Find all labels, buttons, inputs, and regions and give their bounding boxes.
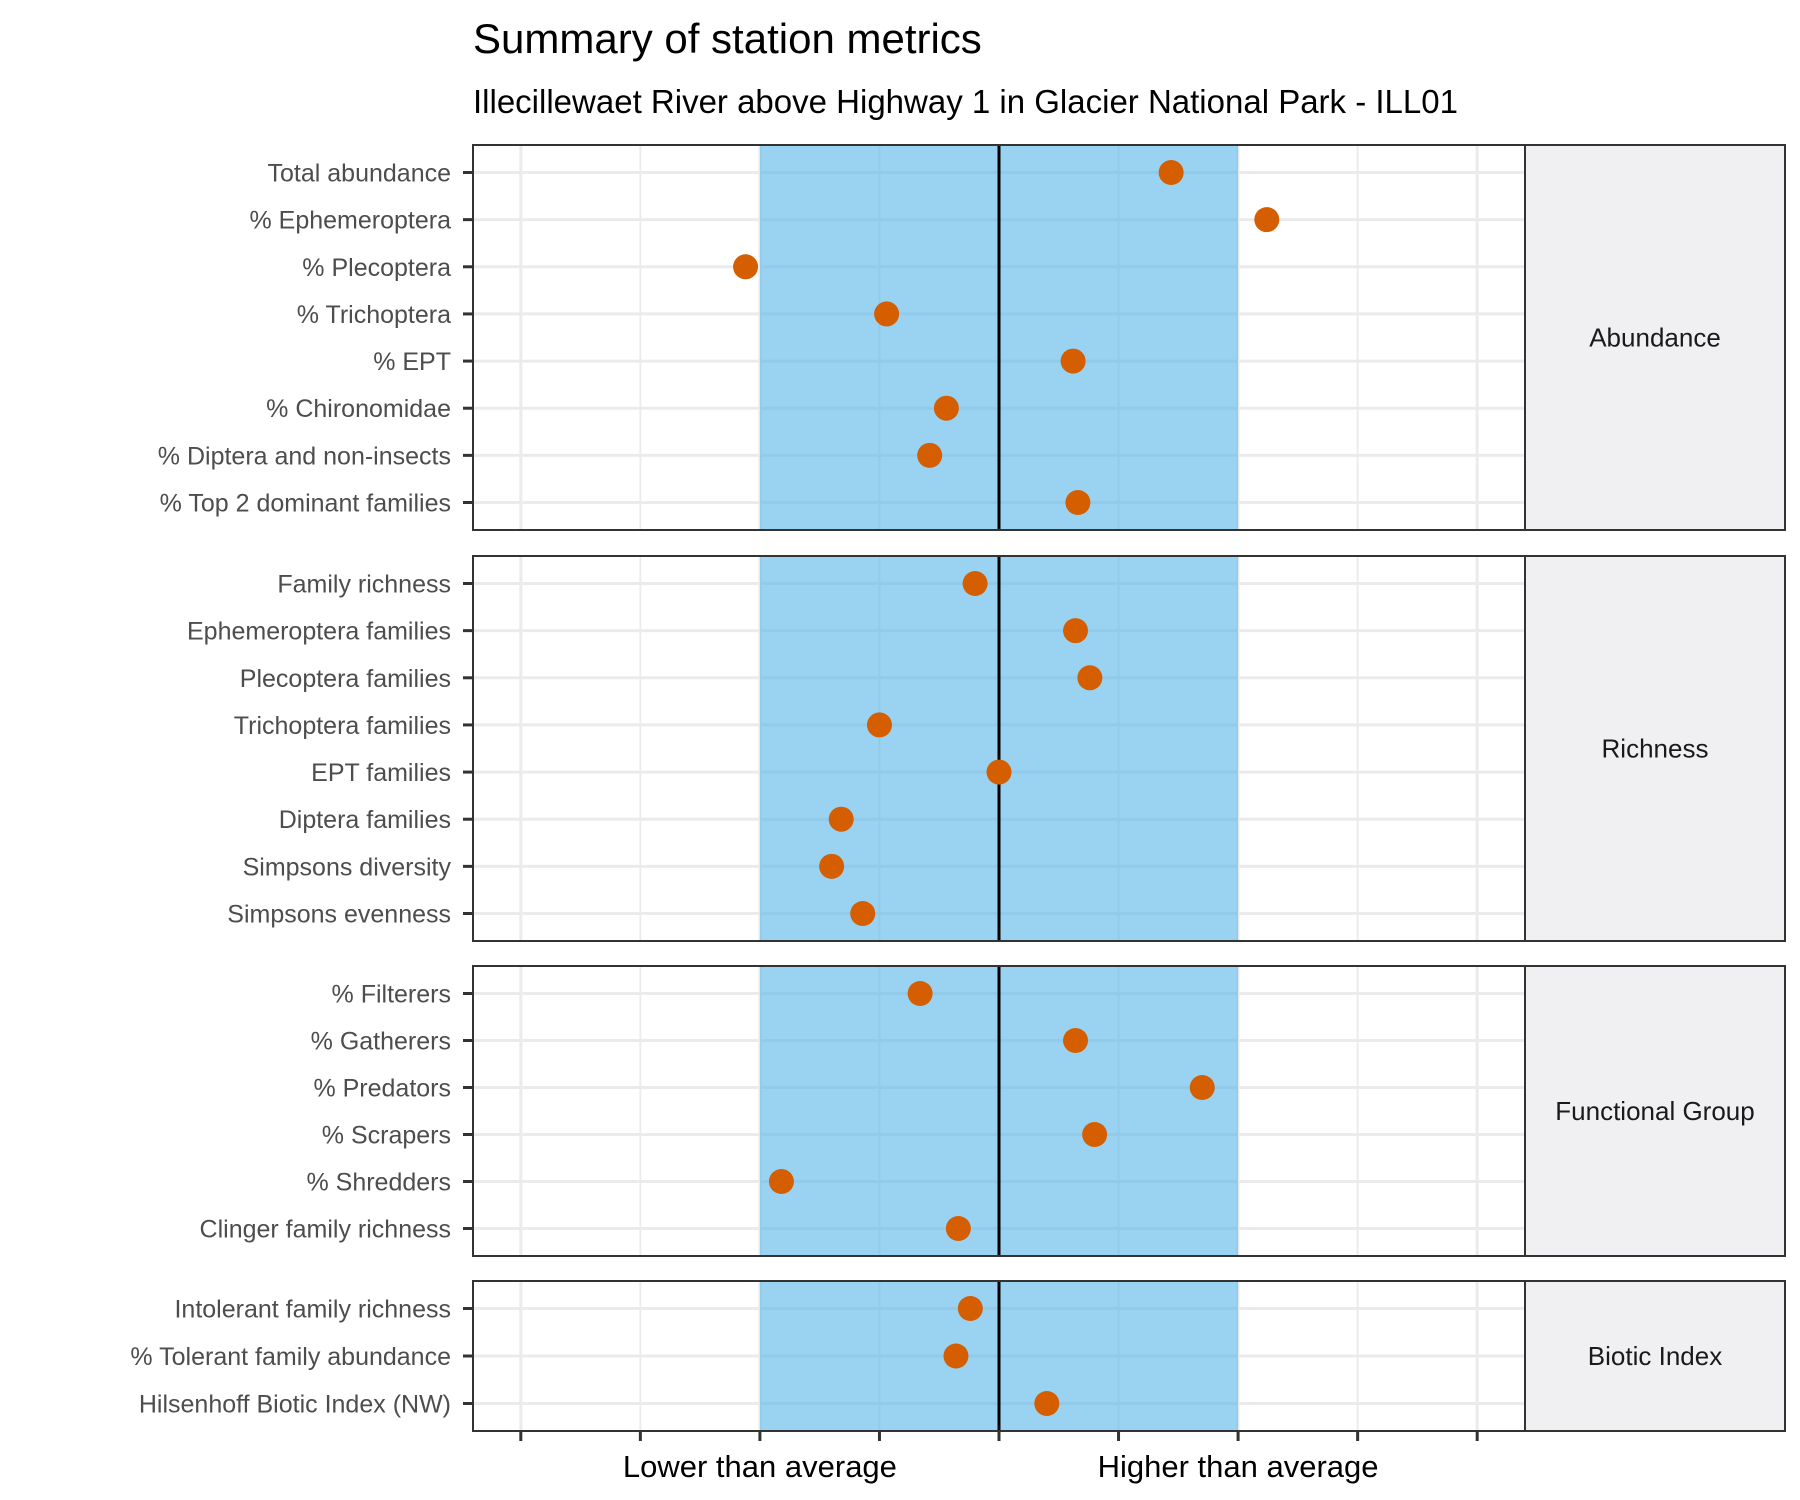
y-tick-label: % Top 2 dominant families: [160, 490, 451, 518]
data-point: [1082, 1122, 1108, 1147]
y-tick-label: % Ephemeroptera: [249, 207, 451, 235]
y-tick-label: Simpsons diversity: [243, 853, 452, 881]
data-point: [1189, 1075, 1215, 1100]
x-tick-label: Lower than average: [623, 1449, 897, 1484]
y-tick-label: Family richness: [277, 571, 451, 599]
data-point: [850, 901, 876, 926]
y-tick-label: Diptera families: [279, 806, 451, 834]
data-point: [962, 571, 988, 596]
facet-strip: [1524, 1280, 1786, 1432]
plot-area: Total abundance % Ephemeroptera % Plecopte…: [130, 144, 1786, 1484]
data-point: [1158, 160, 1184, 185]
data-point: [1254, 207, 1280, 233]
data-point: [733, 254, 759, 280]
facet-strip-label: Biotic Index: [1588, 1341, 1722, 1371]
data-point: [1077, 665, 1103, 691]
y-tick-label: Total abundance: [268, 160, 451, 188]
data-point: [819, 853, 845, 879]
data-point: [828, 806, 854, 832]
facet-strip-label: Abundance: [1589, 323, 1721, 353]
y-tick-label: % Tolerant family abundance: [130, 1343, 451, 1371]
data-point: [768, 1169, 794, 1194]
y-tick-label: % Scrapers: [322, 1122, 451, 1150]
y-tick-label: % Filterers: [332, 981, 451, 1009]
y-tick-label: Simpsons evenness: [227, 901, 451, 929]
y-tick-label: EPT families: [311, 759, 451, 787]
facet-strip: [1524, 555, 1786, 942]
data-point: [945, 1216, 971, 1241]
chart-subtitle: Illecillewaet River above Highway 1 in G…: [473, 83, 1458, 120]
data-point: [933, 395, 959, 421]
chart-title: Summary of station metrics: [473, 15, 982, 62]
data-point: [1065, 490, 1091, 515]
y-tick-label: % Predators: [313, 1075, 451, 1103]
y-tick-label: % Diptera and non-insects: [158, 442, 451, 470]
y-tick-label: % Gatherers: [311, 1028, 451, 1056]
y-tick-label: Clinger family richness: [200, 1216, 451, 1244]
data-point: [1060, 348, 1086, 374]
data-point: [907, 981, 933, 1006]
data-point: [943, 1343, 969, 1369]
data-point: [1063, 1028, 1089, 1053]
y-tick-label: % EPT: [373, 348, 451, 376]
facet-strip-label: Functional Group: [1555, 1096, 1754, 1126]
data-point: [1063, 618, 1089, 644]
y-tick-label: % Trichoptera: [297, 301, 451, 329]
y-tick-label: % Chironomidae: [266, 395, 451, 423]
data-point: [957, 1296, 983, 1321]
data-point: [874, 301, 900, 327]
y-tick-label: Plecoptera families: [240, 665, 451, 693]
data-point: [1034, 1391, 1060, 1416]
data-point: [866, 712, 892, 738]
y-tick-label: % Shredders: [306, 1169, 451, 1197]
data-point: [986, 759, 1012, 785]
data-point: [917, 442, 943, 468]
facet-strip: [1524, 965, 1786, 1257]
facet-strip-label: Richness: [1602, 734, 1709, 764]
x-tick-label: Higher than average: [1098, 1449, 1379, 1484]
y-tick-label: Ephemeroptera families: [187, 618, 451, 646]
y-tick-label: Hilsenhoff Biotic Index (NW): [139, 1391, 451, 1419]
facet-strip: [1524, 144, 1786, 531]
y-tick-label: Trichoptera families: [234, 712, 451, 740]
y-tick-label: % Plecoptera: [302, 254, 451, 282]
y-tick-label: Intolerant family richness: [174, 1296, 451, 1324]
